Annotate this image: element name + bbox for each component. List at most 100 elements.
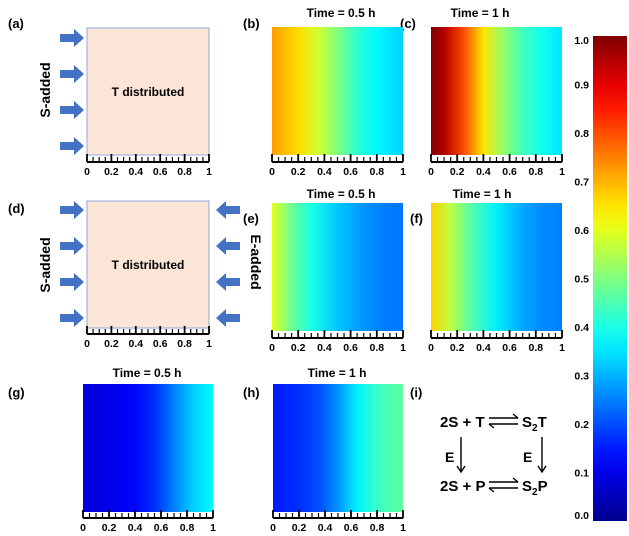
x-tick-label: 0.6	[343, 342, 358, 354]
input-arrow-right	[60, 201, 84, 219]
x-tick-label: 0.8	[370, 522, 385, 534]
input-arrow-right	[60, 237, 84, 255]
eq-arrow-bottom-back	[488, 487, 518, 493]
x-tick-label: 0.4	[318, 522, 333, 534]
title-b: Time = 0.5 h	[307, 6, 376, 20]
box-text-a: T distributed	[112, 85, 185, 99]
heatmap-e	[272, 203, 403, 331]
x-tick-label: 0	[269, 166, 275, 178]
x-axis-b: 0 0.2 0.4 0.6 0.8 1	[269, 154, 406, 178]
x-tick-label: 0.2	[450, 342, 465, 354]
x-tick-label: 0.6	[502, 166, 517, 178]
x-tick-label: 1	[206, 166, 212, 178]
panel-label-d: (d)	[8, 201, 25, 216]
scheme-bottom-right: S2P	[522, 478, 548, 498]
x-axis-h: 0 0.2 0.4 0.6 0.8 1	[270, 510, 406, 534]
colorbar-tick-label: 0.1	[574, 468, 589, 480]
x-axis-d: 0 0.2 0.4 0.6 0.8 1	[84, 326, 212, 350]
box-text-d: T distributed	[112, 258, 185, 272]
colorbar-tick-label: 0.0	[574, 510, 589, 522]
panel-label-i: (i)	[410, 385, 422, 400]
s-added-label-d: S-added	[37, 237, 53, 292]
panel-label-g: (g)	[8, 385, 25, 400]
scheme-bottom-left: 2S + P	[440, 478, 485, 495]
colorbar-tick-label: 0.6	[574, 225, 589, 237]
input-arrow-right	[60, 273, 84, 291]
x-tick-label: 0.8	[528, 342, 543, 354]
s-added-label-a: S-added	[37, 62, 53, 117]
x-tick-label: 1	[559, 342, 565, 354]
x-tick-label: 0.4	[128, 166, 143, 178]
x-tick-label: 0.8	[528, 166, 543, 178]
x-tick-label: 0.8	[180, 522, 195, 534]
domain-box-d	[86, 200, 210, 329]
e-added-label-d: E-added	[248, 234, 264, 289]
x-tick-label: 0.8	[369, 166, 384, 178]
x-tick-label: 0	[428, 166, 434, 178]
x-tick-label: 0.6	[344, 522, 359, 534]
panel-label-b: (b)	[243, 16, 260, 31]
x-tick-label: 0.4	[476, 166, 491, 178]
title-g: Time = 0.5 h	[113, 366, 182, 380]
title-c: Time = 1 h	[451, 6, 510, 20]
x-axis-a: 0 0.2 0.4 0.6 0.8 1	[84, 154, 212, 178]
x-tick-label: 0.8	[177, 166, 192, 178]
input-arrow-right	[60, 309, 84, 327]
panel-label-c: (c)	[400, 16, 416, 31]
input-arrow-left	[216, 237, 240, 255]
colorbar-tick-label: 1.0	[574, 35, 589, 47]
input-arrow-right	[60, 137, 84, 155]
x-tick-label: 0	[84, 166, 90, 178]
domain-box-a	[86, 27, 210, 156]
input-arrow-left	[216, 309, 240, 327]
x-tick-label: 0	[80, 522, 86, 534]
x-axis-e: 0 0.2 0.4 0.6 0.8 1	[269, 330, 406, 354]
colorbar-tick-label: 0.7	[574, 177, 589, 189]
x-tick-label: 0.6	[154, 522, 169, 534]
x-tick-label: 1	[400, 342, 406, 354]
x-tick-label: 0.2	[104, 338, 119, 350]
arrow-down-left	[456, 437, 466, 474]
eq-arrow-top-back	[488, 423, 518, 429]
input-arrow-right	[60, 29, 84, 47]
arrow-down-right	[537, 437, 547, 474]
colorbar-tick-label: 0.9	[574, 80, 589, 92]
panel-label-a: (a)	[8, 16, 24, 31]
colorbar	[593, 36, 627, 521]
x-tick-label: 0	[428, 342, 434, 354]
input-arrow-left	[216, 201, 240, 219]
colorbar-tick-label: 0.8	[574, 128, 589, 140]
title-e: Time = 0.5 h	[307, 187, 376, 201]
heatmap-f	[431, 203, 562, 331]
colorbar-tick-label: 0.4	[574, 322, 589, 334]
x-tick-label: 0.2	[102, 522, 117, 534]
panel-label-h: (h)	[243, 385, 260, 400]
x-tick-label: 0	[84, 338, 90, 350]
x-tick-label: 0.6	[343, 166, 358, 178]
scheme-enzyme-left: E	[445, 449, 454, 465]
input-arrow-right	[60, 101, 84, 119]
x-tick-label: 1	[559, 166, 565, 178]
x-axis-g: 0 0.2 0.4 0.6 0.8 1	[80, 510, 216, 534]
scheme-enzyme-right: E	[523, 449, 532, 465]
heatmap-h	[273, 384, 403, 512]
x-tick-label: 0.4	[317, 342, 332, 354]
x-tick-label: 1	[400, 166, 406, 178]
x-axis-c: 0 0.2 0.4 0.6 0.8 1	[428, 154, 565, 178]
x-tick-label: 0.4	[128, 522, 143, 534]
x-tick-label: 0.6	[153, 338, 168, 350]
x-tick-label: 1	[210, 522, 216, 534]
x-axis-f: 0 0.2 0.4 0.6 0.8 1	[428, 330, 565, 354]
x-tick-label: 0.2	[291, 166, 306, 178]
x-tick-label: 1	[400, 522, 406, 534]
x-tick-label: 0.4	[317, 166, 332, 178]
input-arrow-right	[60, 65, 84, 83]
x-tick-label: 0.2	[292, 522, 307, 534]
x-tick-label: 0.2	[450, 166, 465, 178]
colorbar-tick-label: 0.2	[574, 419, 589, 431]
x-tick-label: 1	[206, 338, 212, 350]
x-tick-label: 0.2	[104, 166, 119, 178]
scheme-top-right: S2T	[522, 414, 547, 434]
x-tick-label: 0.2	[291, 342, 306, 354]
